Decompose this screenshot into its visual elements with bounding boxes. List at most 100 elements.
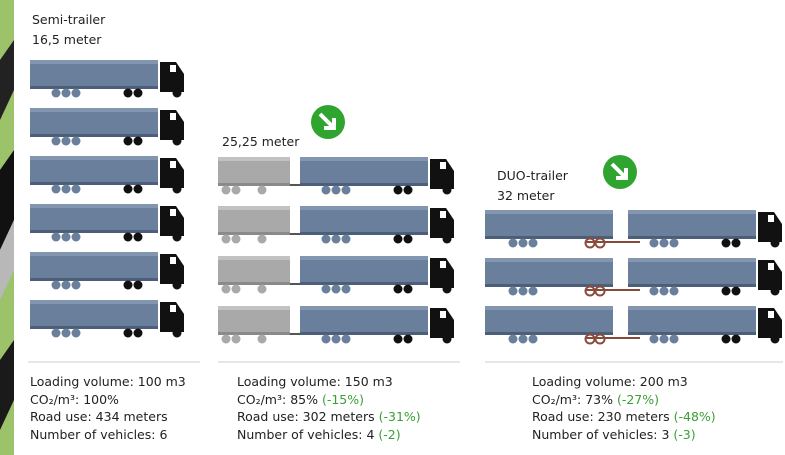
- stat-row: Loading volume: 200 m3: [532, 374, 688, 389]
- stat-label: Number of vehicles:: [532, 427, 657, 442]
- wheel: [134, 137, 143, 146]
- wheel: [232, 335, 241, 344]
- stat-row: CO₂/m³: 100%: [30, 392, 119, 407]
- wheel: [52, 329, 61, 338]
- wheel: [232, 186, 241, 195]
- stat-value: 100%: [83, 392, 119, 407]
- trailer-base: [30, 230, 158, 233]
- stat-row: CO₂/m³: 73% (-27%): [532, 392, 659, 407]
- wheel: [72, 329, 81, 338]
- wheel: [394, 186, 403, 195]
- stat-value: 100 m3: [138, 374, 186, 389]
- trailer-base: [485, 332, 613, 335]
- trailer-base: [30, 86, 158, 89]
- wheel: [222, 186, 231, 195]
- trailer-top: [30, 156, 158, 160]
- stat-value: 230 meters: [598, 409, 670, 424]
- trailer-top: [30, 252, 158, 256]
- stat-row: Road use: 434 meters: [30, 409, 168, 424]
- wheel: [124, 281, 133, 290]
- wheel: [519, 287, 528, 296]
- stat-row: Road use: 230 meters (-48%): [532, 409, 716, 424]
- wheel: [72, 89, 81, 98]
- wheel: [732, 335, 741, 344]
- trailer-top: [218, 256, 290, 260]
- cab-window: [170, 209, 176, 216]
- trailer-base: [300, 332, 428, 335]
- semi-trailer-truck: [30, 300, 184, 338]
- wheel: [72, 281, 81, 290]
- trailer-base: [218, 232, 290, 235]
- wheel: [222, 285, 231, 294]
- vehicle-name: DUO-trailer: [497, 168, 568, 183]
- wheel: [72, 185, 81, 194]
- wheel: [222, 235, 231, 244]
- wheel: [660, 239, 669, 248]
- wheel: [509, 239, 518, 248]
- wheel: [519, 239, 528, 248]
- trailer-base: [30, 134, 158, 137]
- semi-trailer-truck: [300, 206, 454, 244]
- wheel: [124, 137, 133, 146]
- stat-label: CO₂/m³:: [30, 392, 79, 407]
- semi-trailer-truck: [30, 108, 184, 146]
- wheel: [134, 185, 143, 194]
- trailer-base: [218, 183, 290, 186]
- semi-trailer-truck: [628, 210, 782, 248]
- wheel: [732, 239, 741, 248]
- cab-window: [170, 161, 176, 168]
- stat-label: CO₂/m³:: [532, 392, 581, 407]
- wheel: [443, 335, 452, 344]
- trailer-top: [628, 210, 756, 214]
- wheel: [670, 335, 679, 344]
- stat-row: Number of vehicles: 4 (-2): [237, 427, 401, 442]
- wheel: [650, 287, 659, 296]
- stat-row: Road use: 302 meters (-31%): [237, 409, 421, 424]
- cab-window: [170, 65, 176, 72]
- trailer-base: [628, 332, 756, 335]
- trailer-base: [30, 182, 158, 185]
- trailer-top: [218, 306, 290, 310]
- trailer-top: [30, 60, 158, 64]
- stat-value: 85%: [290, 392, 318, 407]
- wheel: [443, 186, 452, 195]
- wheel: [232, 235, 241, 244]
- duo-trailer: [485, 210, 640, 248]
- trailer-top: [30, 300, 158, 304]
- semi-trailer-truck: [30, 204, 184, 242]
- trailer-base: [300, 232, 428, 235]
- stat-change: (-2): [378, 427, 400, 442]
- wheel: [394, 285, 403, 294]
- wheel: [722, 335, 731, 344]
- semi-trailer-truck: [30, 60, 184, 98]
- wheel: [529, 287, 538, 296]
- wheel: [529, 239, 538, 248]
- trailer-top: [300, 256, 428, 260]
- semi-trailer-truck: [300, 306, 454, 344]
- wheel: [322, 335, 331, 344]
- wheel: [52, 281, 61, 290]
- wheel: [62, 137, 71, 146]
- stat-label: CO₂/m³:: [237, 392, 286, 407]
- cab-window: [440, 211, 446, 218]
- wheel: [62, 185, 71, 194]
- cab-window: [170, 113, 176, 120]
- stat-value: 4: [366, 427, 374, 442]
- trailer-top: [485, 306, 613, 310]
- stat-change: (-15%): [322, 392, 364, 407]
- cab-window: [440, 261, 446, 268]
- wheel: [62, 89, 71, 98]
- trailer-base: [628, 236, 756, 239]
- wheel: [332, 285, 341, 294]
- wheel: [222, 335, 231, 344]
- wheel: [670, 239, 679, 248]
- stat-value: 150 m3: [345, 374, 393, 389]
- wheel: [443, 235, 452, 244]
- wheel: [258, 335, 267, 344]
- wheel: [232, 285, 241, 294]
- wheel: [650, 239, 659, 248]
- stat-value: 434 meters: [96, 409, 168, 424]
- trailer-base: [485, 284, 613, 287]
- wheel: [650, 335, 659, 344]
- stat-change: (-27%): [617, 392, 659, 407]
